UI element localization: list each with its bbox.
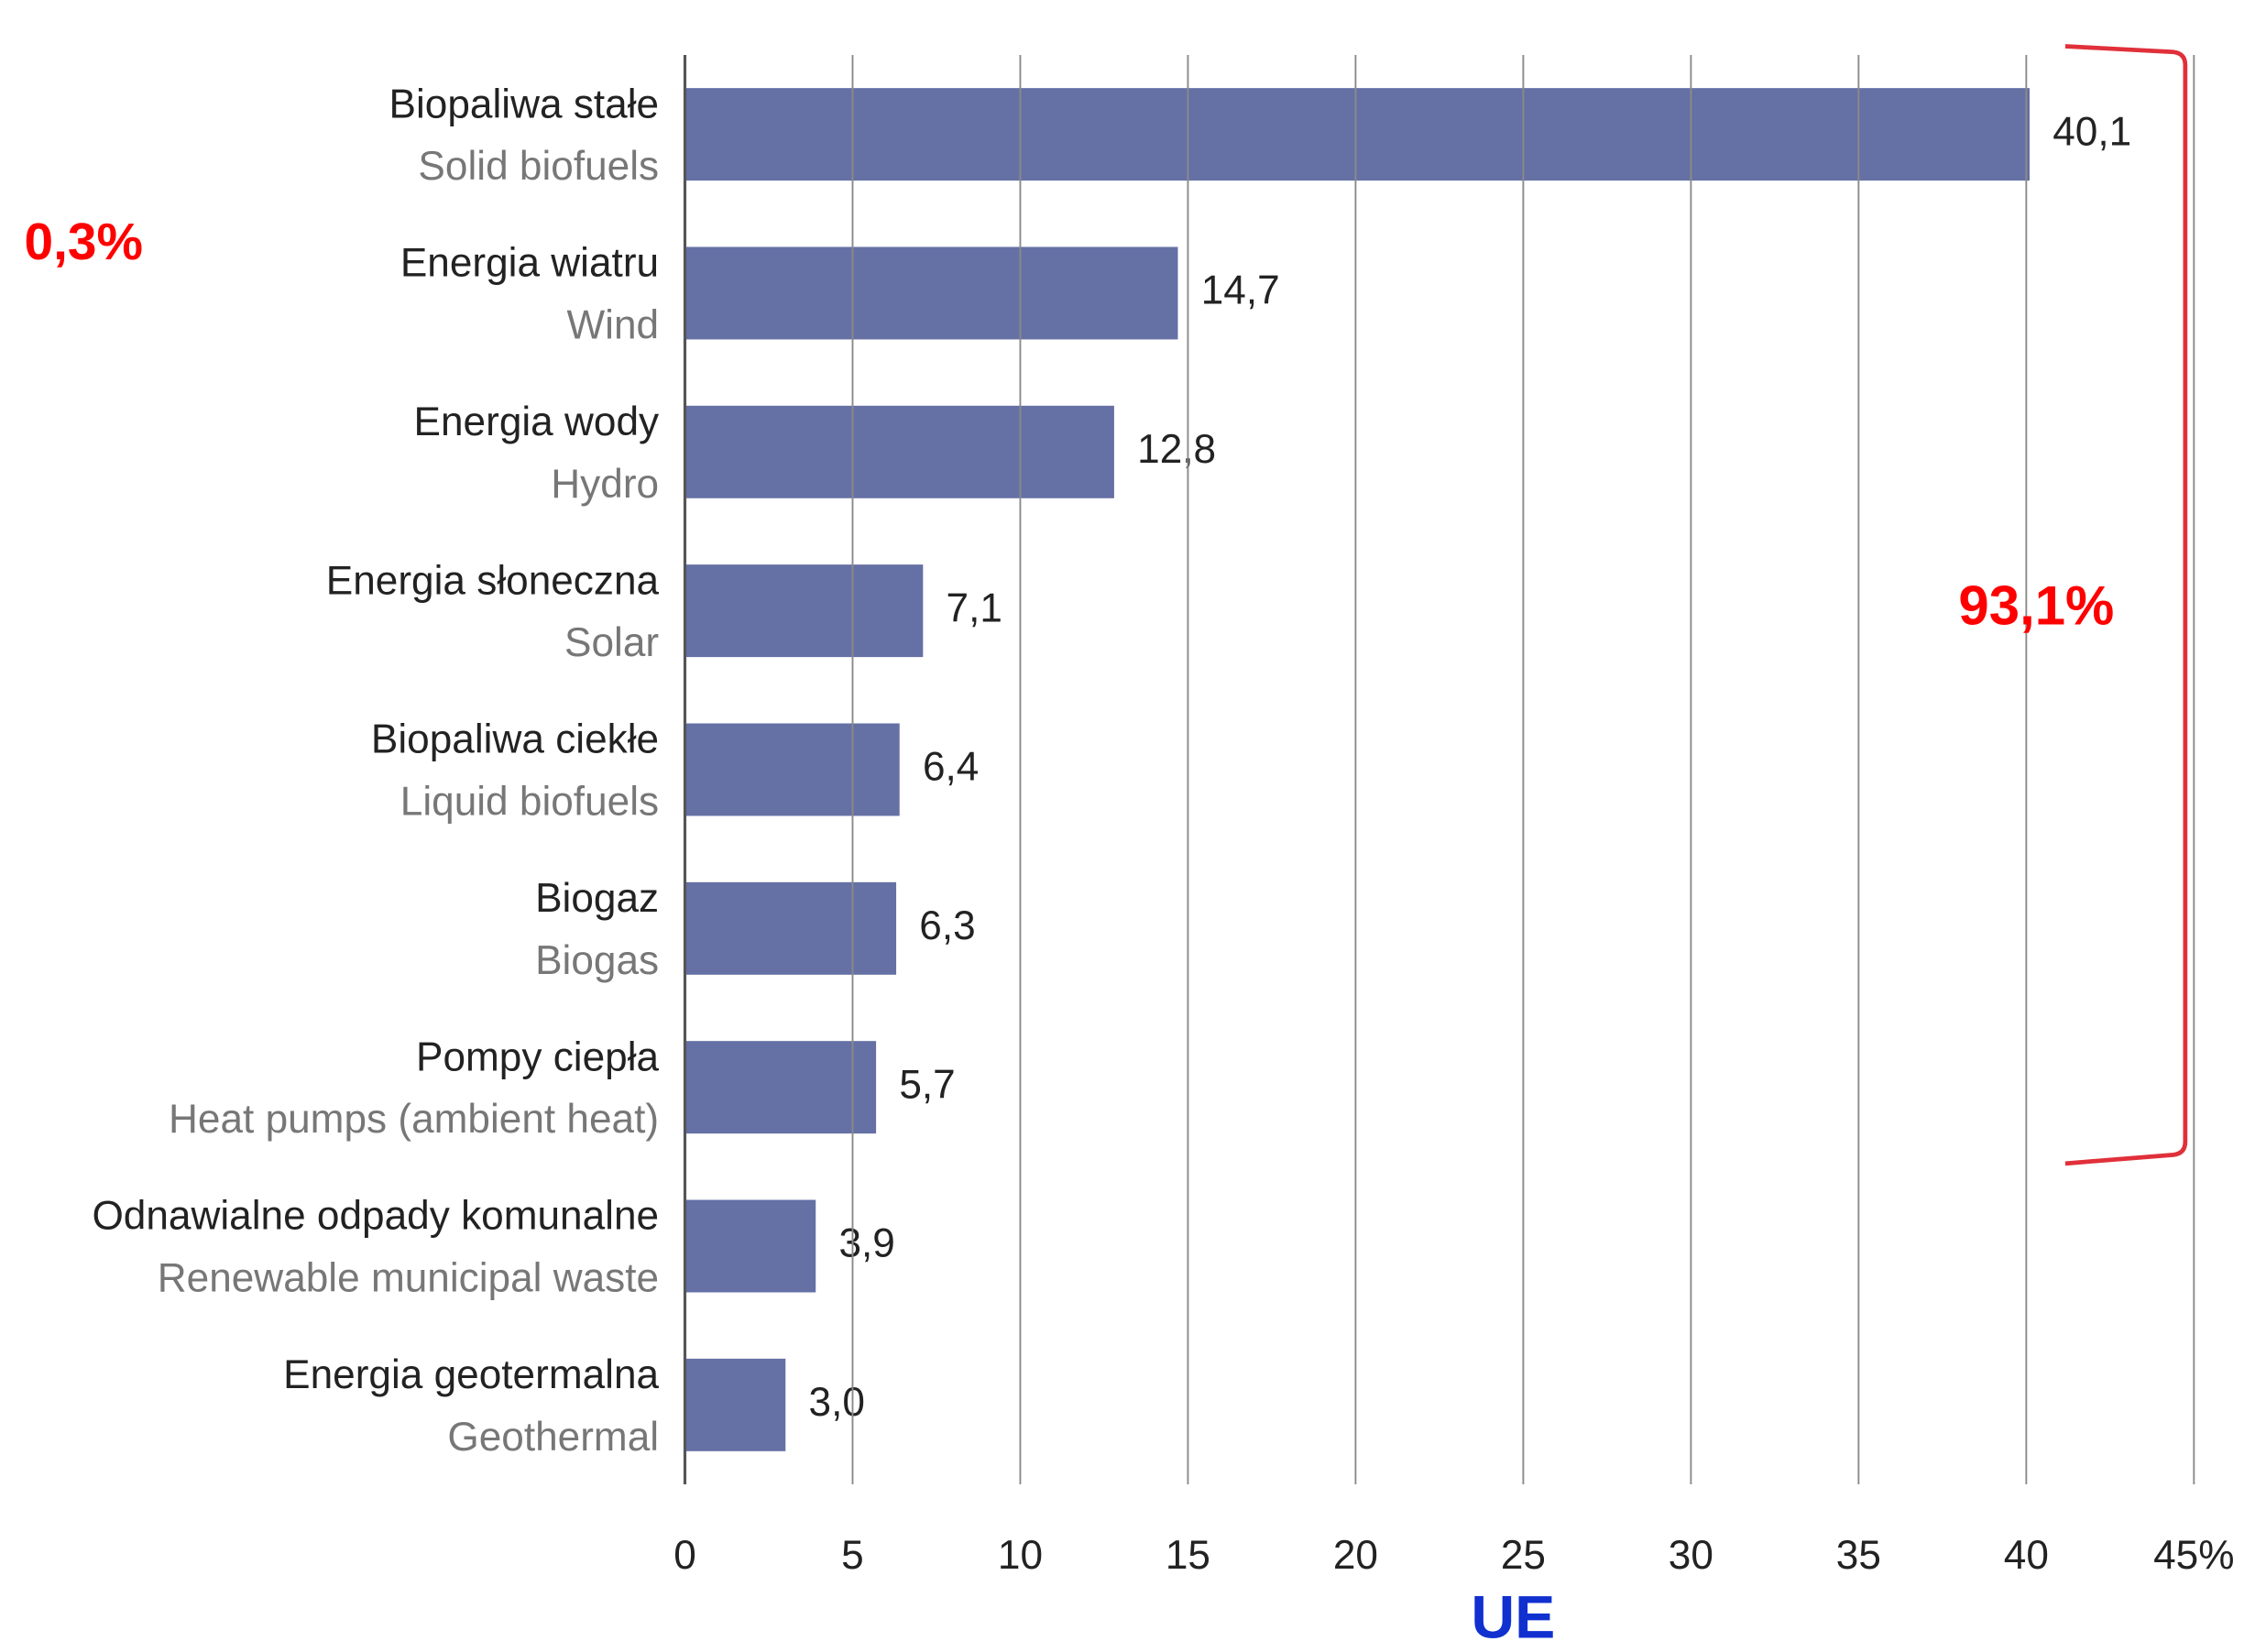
bar [684,723,900,816]
value-label: 5,7 [899,1062,955,1107]
value-label: 6,3 [919,903,975,948]
x-tick-label: 15 [1166,1533,1210,1578]
x-tick-label: 20 [1333,1533,1378,1578]
x-axis-label: UE [1471,1583,1555,1651]
x-tick-label: 45% [2153,1533,2234,1578]
category-label: Biogaz [535,876,659,921]
x-tick-label: 25 [1501,1533,1546,1578]
value-label: 6,4 [923,745,979,790]
annotation: 0,3% [25,213,143,271]
category-label: Biopaliwa ciekłe [371,717,659,762]
category-label: Pompy ciepła [416,1034,660,1079]
x-tick-label: 10 [998,1533,1043,1578]
category-sublabel: Wind [566,302,659,347]
x-tick-label: 40 [2004,1533,2049,1578]
value-label: 3,9 [838,1221,894,1266]
x-tick-label: 35 [1836,1533,1881,1578]
category-sublabel: Solid biofuels [418,144,659,189]
category-label: Odnawialne odpady komunalne [92,1194,659,1239]
bar [684,1358,786,1451]
value-label: 7,1 [947,585,1002,630]
category-sublabel: Heat pumps (ambient heat) [169,1097,659,1142]
bar [684,246,1178,340]
bar [684,1199,816,1293]
category-sublabel: Biogas [535,938,659,983]
category-label: Biopaliwa stałe [389,82,660,126]
category-sublabel: Geothermal [447,1415,659,1460]
x-tick-label: 0 [673,1533,696,1578]
category-sublabel: Liquid biofuels [400,780,659,825]
x-tick-label: 5 [841,1533,864,1578]
bar [684,405,1114,498]
value-label: 14,7 [1201,268,1280,313]
category-label: Energia wiatru [400,241,659,286]
category-label: Energia wody [414,399,660,444]
category-sublabel: Hydro [551,462,659,507]
x-tick-label: 30 [1669,1533,1713,1578]
category-sublabel: Renewable municipal waste [158,1256,659,1301]
bar [684,564,924,658]
bracket [2064,44,2188,1166]
annotation: 93,1% [1958,575,2114,637]
value-label: 12,8 [1137,427,1216,472]
bar [684,1041,877,1134]
value-label: 3,0 [809,1380,865,1425]
bar [684,88,2031,181]
value-label: 40,1 [2053,109,2131,154]
category-sublabel: Solar [564,620,659,665]
category-label: Energia geotermalna [283,1352,659,1397]
category-label: Energia słoneczna [326,558,660,603]
bar [684,881,897,975]
